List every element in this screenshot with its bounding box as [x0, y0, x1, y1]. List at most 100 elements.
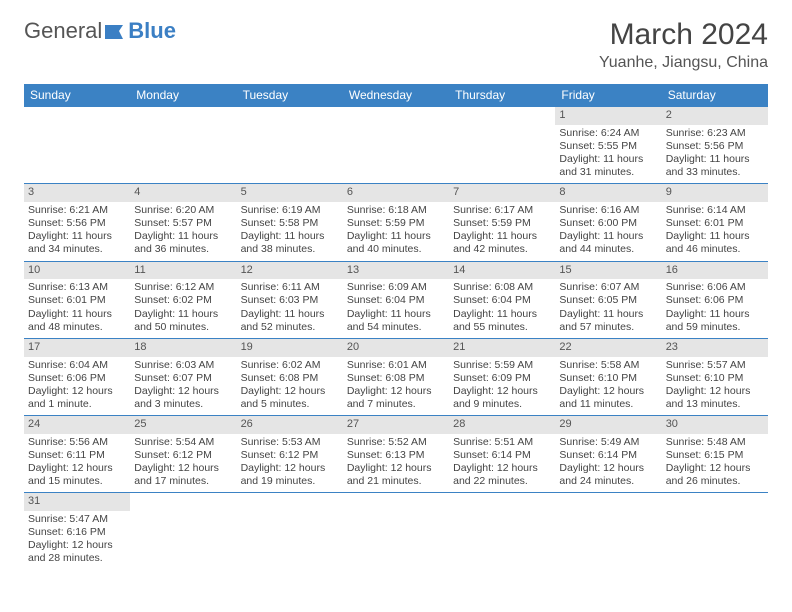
sunset-text: Sunset: 6:11 PM: [28, 449, 126, 462]
daylight-text: Daylight: 12 hours and 22 minutes.: [453, 462, 551, 488]
day-details: Sunrise: 6:20 AMSunset: 5:57 PMDaylight:…: [130, 202, 236, 261]
daylight-text: Daylight: 12 hours and 11 minutes.: [559, 385, 657, 411]
sunset-text: Sunset: 6:16 PM: [28, 526, 126, 539]
sunrise-text: Sunrise: 5:49 AM: [559, 436, 657, 449]
day-details: Sunrise: 5:47 AMSunset: 6:16 PMDaylight:…: [24, 511, 130, 570]
daylight-text: Daylight: 11 hours and 52 minutes.: [241, 308, 339, 334]
sunrise-text: Sunrise: 6:13 AM: [28, 281, 126, 294]
calendar-cell: 8Sunrise: 6:16 AMSunset: 6:00 PMDaylight…: [555, 184, 661, 261]
sunset-text: Sunset: 6:09 PM: [453, 372, 551, 385]
sunrise-text: Sunrise: 6:24 AM: [559, 127, 657, 140]
calendar-cell: 3Sunrise: 6:21 AMSunset: 5:56 PMDaylight…: [24, 184, 130, 261]
logo-text-1: General: [24, 18, 102, 44]
daylight-text: Daylight: 11 hours and 50 minutes.: [134, 308, 232, 334]
sunrise-text: Sunrise: 6:03 AM: [134, 359, 232, 372]
calendar-cell: 17Sunrise: 6:04 AMSunset: 6:06 PMDayligh…: [24, 338, 130, 415]
sunrise-text: Sunrise: 5:47 AM: [28, 513, 126, 526]
day-number: 19: [237, 339, 343, 357]
daylight-text: Daylight: 12 hours and 7 minutes.: [347, 385, 445, 411]
calendar-cell: 28Sunrise: 5:51 AMSunset: 6:14 PMDayligh…: [449, 416, 555, 493]
calendar-cell: 9Sunrise: 6:14 AMSunset: 6:01 PMDaylight…: [662, 184, 768, 261]
day-number: 31: [24, 493, 130, 511]
sunset-text: Sunset: 6:05 PM: [559, 294, 657, 307]
sunrise-text: Sunrise: 6:02 AM: [241, 359, 339, 372]
sunset-text: Sunset: 6:10 PM: [666, 372, 764, 385]
daylight-text: Daylight: 12 hours and 13 minutes.: [666, 385, 764, 411]
weekday-header-row: SundayMondayTuesdayWednesdayThursdayFrid…: [24, 84, 768, 107]
sunset-text: Sunset: 5:57 PM: [134, 217, 232, 230]
daylight-text: Daylight: 12 hours and 28 minutes.: [28, 539, 126, 565]
sunset-text: Sunset: 6:07 PM: [134, 372, 232, 385]
sunrise-text: Sunrise: 5:48 AM: [666, 436, 764, 449]
daylight-text: Daylight: 11 hours and 55 minutes.: [453, 308, 551, 334]
day-details: Sunrise: 6:23 AMSunset: 5:56 PMDaylight:…: [662, 125, 768, 184]
calendar-cell: [449, 493, 555, 570]
daylight-text: Daylight: 11 hours and 48 minutes.: [28, 308, 126, 334]
sunset-text: Sunset: 6:08 PM: [241, 372, 339, 385]
day-details: Sunrise: 5:53 AMSunset: 6:12 PMDaylight:…: [237, 434, 343, 493]
calendar-cell: [237, 107, 343, 184]
calendar-table: SundayMondayTuesdayWednesdayThursdayFrid…: [24, 84, 768, 570]
day-number: 26: [237, 416, 343, 434]
daylight-text: Daylight: 11 hours and 36 minutes.: [134, 230, 232, 256]
sunset-text: Sunset: 5:55 PM: [559, 140, 657, 153]
calendar-cell: 29Sunrise: 5:49 AMSunset: 6:14 PMDayligh…: [555, 416, 661, 493]
day-number: 4: [130, 184, 236, 202]
day-number: 9: [662, 184, 768, 202]
sunset-text: Sunset: 5:56 PM: [28, 217, 126, 230]
sunrise-text: Sunrise: 6:23 AM: [666, 127, 764, 140]
sunset-text: Sunset: 6:13 PM: [347, 449, 445, 462]
calendar-week: 24Sunrise: 5:56 AMSunset: 6:11 PMDayligh…: [24, 416, 768, 493]
daylight-text: Daylight: 11 hours and 38 minutes.: [241, 230, 339, 256]
day-details: Sunrise: 5:52 AMSunset: 6:13 PMDaylight:…: [343, 434, 449, 493]
sunset-text: Sunset: 5:56 PM: [666, 140, 764, 153]
daylight-text: Daylight: 12 hours and 17 minutes.: [134, 462, 232, 488]
sunrise-text: Sunrise: 6:16 AM: [559, 204, 657, 217]
day-details: Sunrise: 6:17 AMSunset: 5:59 PMDaylight:…: [449, 202, 555, 261]
calendar-week: 10Sunrise: 6:13 AMSunset: 6:01 PMDayligh…: [24, 261, 768, 338]
calendar-cell: 30Sunrise: 5:48 AMSunset: 6:15 PMDayligh…: [662, 416, 768, 493]
logo-text-2: Blue: [128, 18, 176, 44]
weekday-header: Wednesday: [343, 84, 449, 107]
daylight-text: Daylight: 12 hours and 1 minute.: [28, 385, 126, 411]
sunset-text: Sunset: 6:12 PM: [134, 449, 232, 462]
daylight-text: Daylight: 11 hours and 33 minutes.: [666, 153, 764, 179]
calendar-cell: 25Sunrise: 5:54 AMSunset: 6:12 PMDayligh…: [130, 416, 236, 493]
day-number: 22: [555, 339, 661, 357]
calendar-cell: 21Sunrise: 5:59 AMSunset: 6:09 PMDayligh…: [449, 338, 555, 415]
sunset-text: Sunset: 6:06 PM: [666, 294, 764, 307]
calendar-cell: 27Sunrise: 5:52 AMSunset: 6:13 PMDayligh…: [343, 416, 449, 493]
calendar-cell: 1Sunrise: 6:24 AMSunset: 5:55 PMDaylight…: [555, 107, 661, 184]
day-number: 11: [130, 262, 236, 280]
calendar-cell: 31Sunrise: 5:47 AMSunset: 6:16 PMDayligh…: [24, 493, 130, 570]
day-number: 24: [24, 416, 130, 434]
day-number: 30: [662, 416, 768, 434]
calendar-cell: 10Sunrise: 6:13 AMSunset: 6:01 PMDayligh…: [24, 261, 130, 338]
calendar-cell: 26Sunrise: 5:53 AMSunset: 6:12 PMDayligh…: [237, 416, 343, 493]
day-details: Sunrise: 6:18 AMSunset: 5:59 PMDaylight:…: [343, 202, 449, 261]
calendar-cell: 14Sunrise: 6:08 AMSunset: 6:04 PMDayligh…: [449, 261, 555, 338]
day-number: 17: [24, 339, 130, 357]
sunset-text: Sunset: 6:02 PM: [134, 294, 232, 307]
day-details: Sunrise: 5:48 AMSunset: 6:15 PMDaylight:…: [662, 434, 768, 493]
day-number: 10: [24, 262, 130, 280]
day-details: Sunrise: 6:06 AMSunset: 6:06 PMDaylight:…: [662, 279, 768, 338]
calendar-cell: 5Sunrise: 6:19 AMSunset: 5:58 PMDaylight…: [237, 184, 343, 261]
day-details: Sunrise: 6:02 AMSunset: 6:08 PMDaylight:…: [237, 357, 343, 416]
sunset-text: Sunset: 6:01 PM: [666, 217, 764, 230]
sunset-text: Sunset: 6:03 PM: [241, 294, 339, 307]
sunset-text: Sunset: 5:59 PM: [347, 217, 445, 230]
daylight-text: Daylight: 12 hours and 19 minutes.: [241, 462, 339, 488]
day-details: Sunrise: 5:51 AMSunset: 6:14 PMDaylight:…: [449, 434, 555, 493]
sunset-text: Sunset: 6:14 PM: [559, 449, 657, 462]
day-details: Sunrise: 6:13 AMSunset: 6:01 PMDaylight:…: [24, 279, 130, 338]
day-number: 18: [130, 339, 236, 357]
calendar-cell: 19Sunrise: 6:02 AMSunset: 6:08 PMDayligh…: [237, 338, 343, 415]
sunrise-text: Sunrise: 6:04 AM: [28, 359, 126, 372]
sunset-text: Sunset: 6:00 PM: [559, 217, 657, 230]
sunset-text: Sunset: 5:59 PM: [453, 217, 551, 230]
weekday-header: Thursday: [449, 84, 555, 107]
day-details: Sunrise: 5:49 AMSunset: 6:14 PMDaylight:…: [555, 434, 661, 493]
sunrise-text: Sunrise: 6:19 AM: [241, 204, 339, 217]
sunrise-text: Sunrise: 6:01 AM: [347, 359, 445, 372]
